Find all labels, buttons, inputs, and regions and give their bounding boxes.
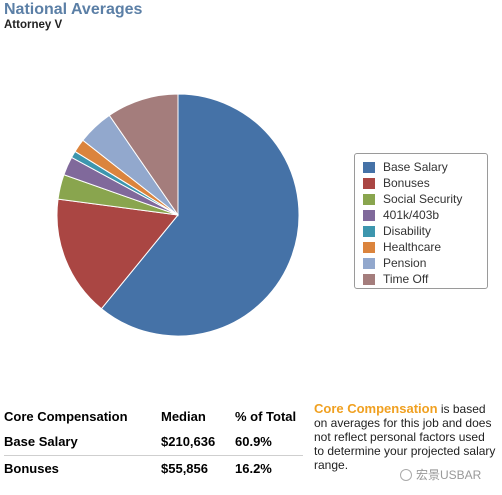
legend-item[interactable]: Disability xyxy=(363,223,479,239)
legend-label: Social Security xyxy=(383,192,463,206)
pie-slice-base-salary[interactable] xyxy=(100,93,300,337)
row-label: Base Salary xyxy=(4,429,161,456)
legend-label: Pension xyxy=(383,256,427,270)
header-core-compensation: Core Compensation xyxy=(4,408,128,424)
watermark-text: 宏景USBAR xyxy=(416,468,482,482)
row-percent: 16.2% xyxy=(235,460,272,476)
legend-swatch xyxy=(363,177,375,189)
note: Core Compensation is based on averages f… xyxy=(314,401,496,473)
legend-item[interactable]: Base Salary xyxy=(363,159,479,175)
note-text: is based on averages for this job and do… xyxy=(314,402,496,472)
legend-swatch xyxy=(363,273,375,285)
pie-slice-bonuses[interactable] xyxy=(56,198,179,310)
row-percent: 60.9% xyxy=(235,429,303,456)
row-median: $55,856 xyxy=(161,460,208,476)
table-header-row: Core Compensation Median % of Total xyxy=(4,403,303,429)
legend-swatch xyxy=(363,193,375,205)
legend-swatch xyxy=(363,209,375,221)
note-title: Core Compensation xyxy=(314,401,438,416)
legend-item[interactable]: Social Security xyxy=(363,191,479,207)
watermark: 宏景USBAR xyxy=(400,466,481,483)
legend-swatch xyxy=(363,161,375,173)
compensation-table: Core Compensation Median % of Total Base… xyxy=(4,403,303,481)
legend-swatch xyxy=(363,257,375,269)
header-median: Median xyxy=(161,408,206,424)
wechat-icon xyxy=(400,468,412,481)
table-row: Bonuses $55,856 16.2% xyxy=(4,455,303,481)
legend-label: Disability xyxy=(383,224,432,238)
legend: Base Salary Bonuses Social Security 401k/40… xyxy=(354,153,488,289)
legend-item[interactable]: Time Off xyxy=(363,271,479,287)
legend-label: Time Off xyxy=(383,272,429,286)
legend-swatch xyxy=(363,241,375,253)
legend-label: Bonuses xyxy=(383,176,430,190)
legend-item[interactable]: Pension xyxy=(363,255,479,271)
legend-item[interactable]: 401k/403b xyxy=(363,207,479,223)
pie-chart xyxy=(56,93,300,337)
legend-label: Healthcare xyxy=(383,240,442,254)
legend-item[interactable]: Healthcare xyxy=(363,239,479,255)
row-median: $210,636 xyxy=(161,429,235,456)
pie-slice-time-off[interactable] xyxy=(108,93,179,217)
header-percent-total: % of Total xyxy=(235,408,297,424)
legend-label: Base Salary xyxy=(383,160,448,174)
table-row: Base Salary $210,636 60.9% xyxy=(4,429,303,456)
subtitle: Attorney V xyxy=(4,19,63,31)
title: National Averages xyxy=(4,1,143,18)
legend-item[interactable]: Bonuses xyxy=(363,175,479,191)
row-label: Bonuses xyxy=(4,460,59,476)
legend-label: 401k/403b xyxy=(383,208,440,222)
legend-swatch xyxy=(363,225,375,237)
